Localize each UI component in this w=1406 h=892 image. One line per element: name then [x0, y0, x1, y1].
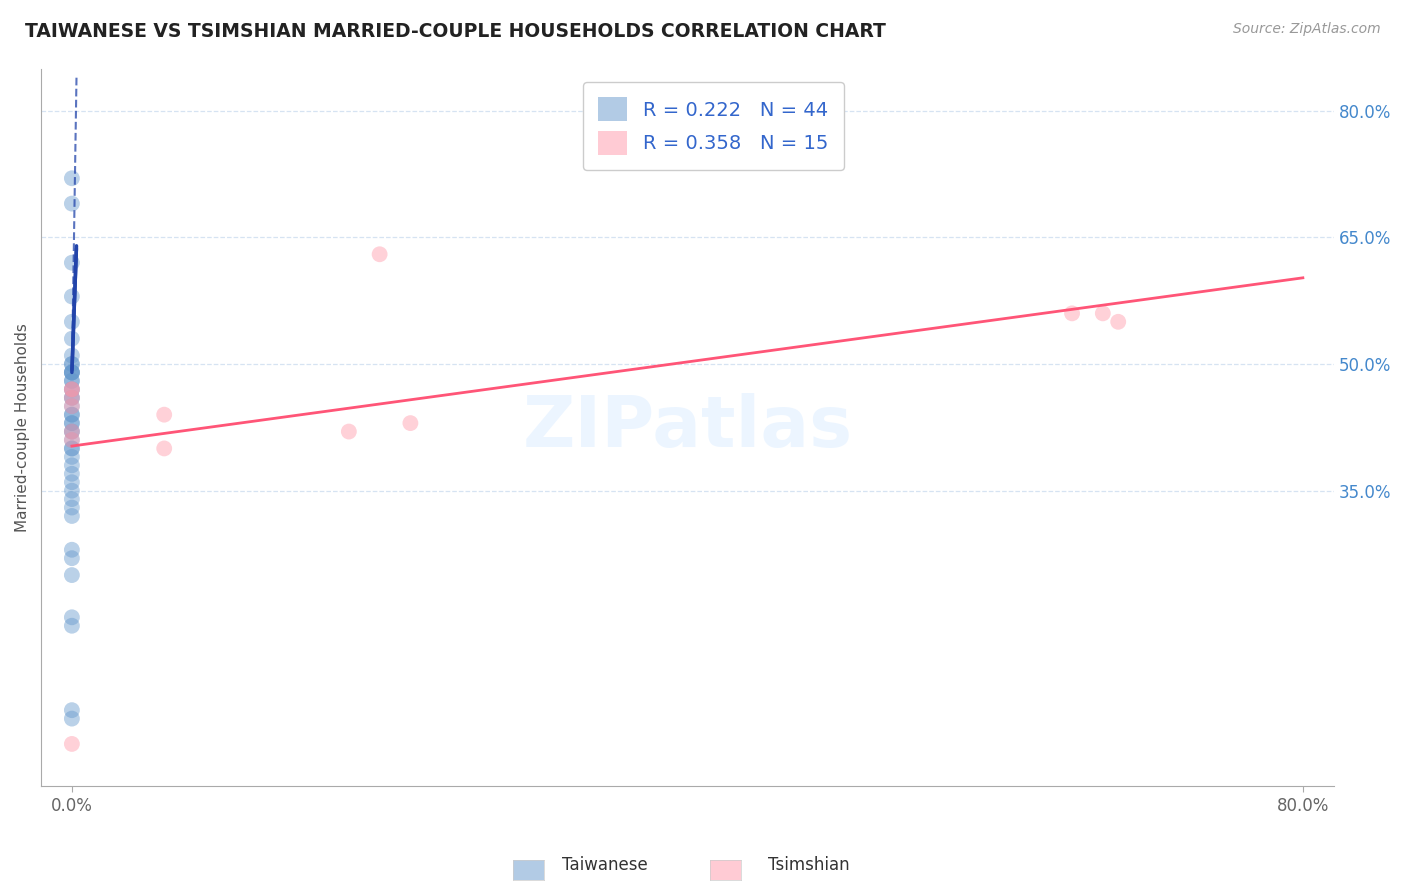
Point — [60, 425, 83, 439]
Point — [1107, 315, 1129, 329]
Text: TAIWANESE VS TSIMSHIAN MARRIED-COUPLE HOUSEHOLDS CORRELATION CHART: TAIWANESE VS TSIMSHIAN MARRIED-COUPLE HO… — [25, 22, 886, 41]
Point — [60, 391, 83, 405]
Text: Tsimshian: Tsimshian — [768, 855, 849, 873]
Point — [60, 475, 83, 490]
Point — [60, 349, 83, 363]
Point — [60, 703, 83, 717]
Point — [60, 357, 83, 371]
Point — [60, 391, 83, 405]
Point — [60, 315, 83, 329]
Point — [60, 332, 83, 346]
Point — [60, 542, 83, 557]
Point — [60, 357, 83, 371]
Point — [60, 382, 83, 396]
Point — [60, 492, 83, 507]
Text: ZIPatlas: ZIPatlas — [522, 392, 852, 462]
Text: Taiwanese: Taiwanese — [562, 855, 647, 873]
Point — [60, 425, 83, 439]
Point — [60, 425, 83, 439]
Point — [60, 171, 83, 186]
Point — [60, 374, 83, 388]
Point — [60, 712, 83, 726]
Point — [153, 408, 176, 422]
Point — [60, 382, 83, 396]
Point — [60, 500, 83, 515]
Point — [60, 442, 83, 456]
Point — [337, 425, 360, 439]
Legend: R = 0.222   N = 44, R = 0.358   N = 15: R = 0.222 N = 44, R = 0.358 N = 15 — [582, 82, 844, 170]
Point — [60, 366, 83, 380]
Point — [60, 366, 83, 380]
Point — [153, 442, 176, 456]
Point — [399, 416, 422, 430]
Point — [60, 467, 83, 481]
Point — [60, 551, 83, 566]
Point — [60, 442, 83, 456]
Point — [60, 391, 83, 405]
Point — [60, 433, 83, 447]
Point — [60, 366, 83, 380]
Point — [60, 382, 83, 396]
Point — [368, 247, 391, 261]
Point — [60, 256, 83, 270]
Point — [60, 568, 83, 582]
Point — [1060, 306, 1083, 320]
Y-axis label: Married-couple Households: Married-couple Households — [15, 323, 30, 532]
Point — [60, 374, 83, 388]
Point — [1091, 306, 1114, 320]
Point — [60, 408, 83, 422]
Point — [60, 399, 83, 413]
Point — [60, 483, 83, 498]
Text: Source: ZipAtlas.com: Source: ZipAtlas.com — [1233, 22, 1381, 37]
Point — [60, 399, 83, 413]
Point — [60, 408, 83, 422]
Point — [60, 618, 83, 632]
Point — [60, 458, 83, 473]
Point — [60, 450, 83, 464]
Point — [60, 416, 83, 430]
Point — [60, 196, 83, 211]
Point — [60, 416, 83, 430]
Point — [60, 366, 83, 380]
Point — [60, 508, 83, 523]
Point — [60, 289, 83, 303]
Point — [60, 382, 83, 396]
Point — [60, 433, 83, 447]
Point — [60, 610, 83, 624]
Point — [60, 737, 83, 751]
